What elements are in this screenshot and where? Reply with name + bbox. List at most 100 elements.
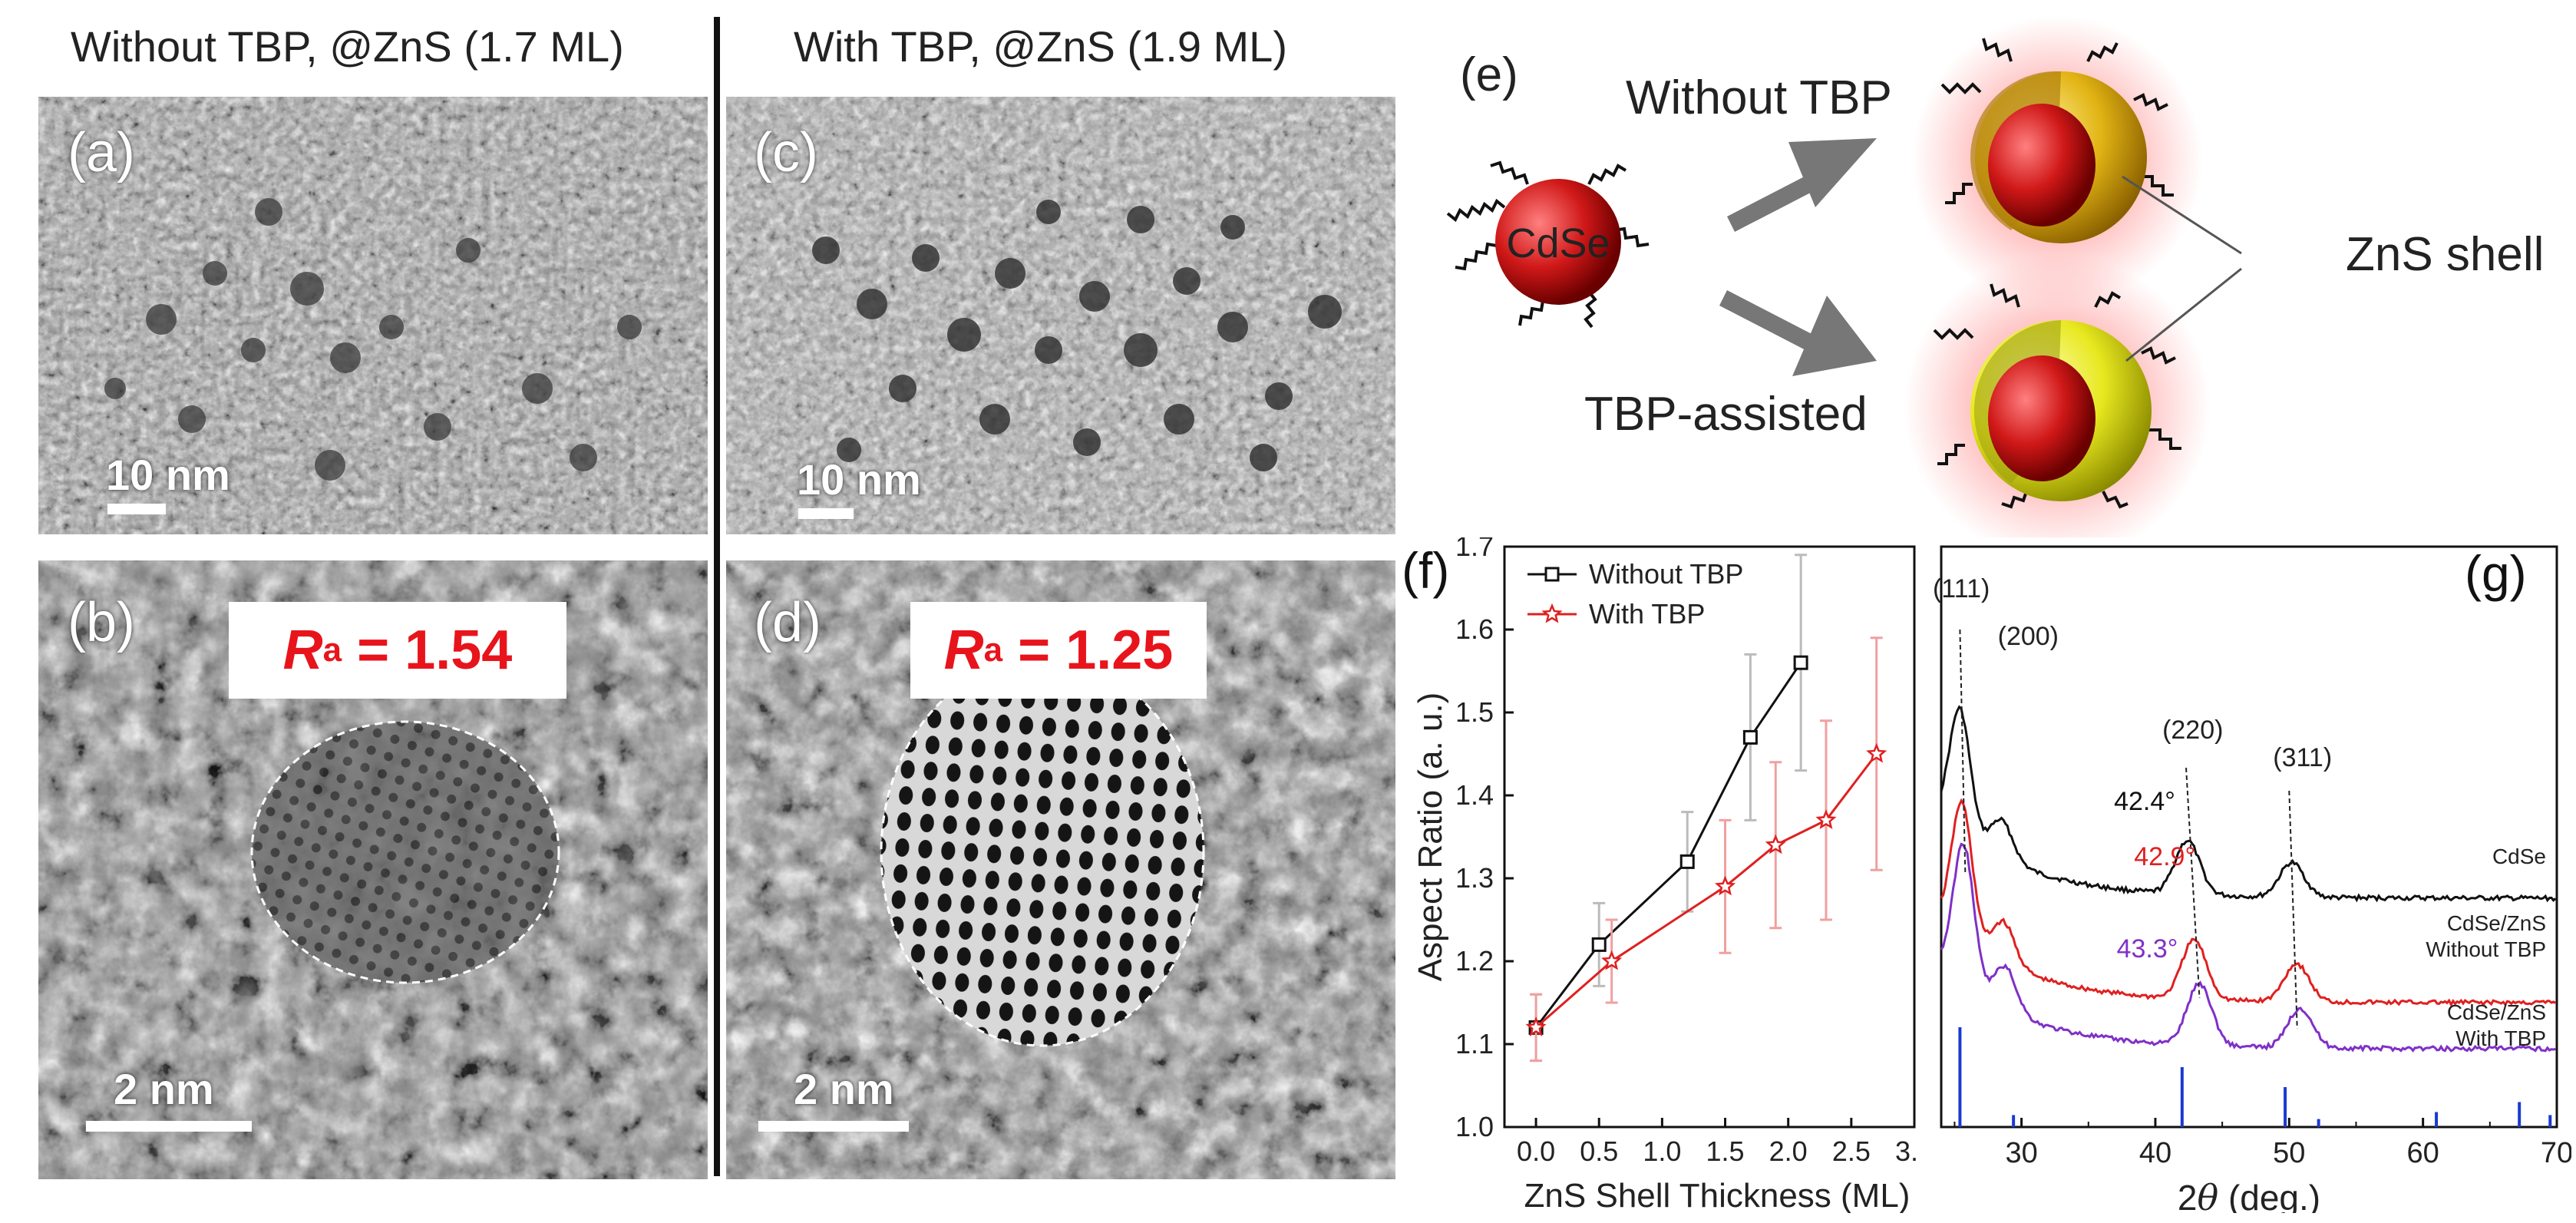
panel-divider — [714, 17, 720, 1176]
ra-symbol-d: R — [943, 620, 984, 681]
arrow-bottom-label: TBP-assisted — [1584, 388, 1868, 441]
scale-label-d: 2 nm — [794, 1065, 894, 1113]
data-point-f — [1525, 1016, 1547, 1036]
ra-subscript-d: a — [983, 631, 1003, 669]
x-tick-label-f: 3.0 — [1895, 1135, 1919, 1167]
guide-line-111-g — [1959, 629, 1967, 876]
trace-label-with-2: With TBP — [2455, 1026, 2546, 1050]
peak-position-g: 42.4° — [2114, 787, 2175, 816]
data-point-f — [1793, 655, 1808, 670]
trace-label-without-2: Without TBP — [2426, 937, 2546, 961]
peak-label-g: (311) — [2273, 743, 2332, 772]
data-point-f — [1679, 854, 1695, 869]
schematic-e: CdSe (e) Without TBP TBP-assisted — [1446, 15, 2544, 537]
panel-label-e: (e) — [1460, 48, 1518, 101]
guide-line-311-g — [2288, 790, 2298, 1030]
panel-label-b: (b) — [68, 592, 135, 653]
peak-label-g: (220) — [2162, 716, 2223, 745]
legend-label-f: With TBP — [1589, 598, 1705, 630]
y-tick-label-f: 1.2 — [1455, 945, 1494, 977]
peak-position-g: 43.3° — [2117, 934, 2178, 964]
chart-f: (f) 0.0 0.5 1.0 1.5 2.0 2.5 3.0 1.0 1.1 1.2 1.3 1.4… — [1402, 537, 1919, 1213]
xrd-trace-g — [1940, 705, 2557, 903]
core-label: CdSe — [1506, 220, 1610, 266]
scale-bar-a — [107, 504, 166, 514]
y-tick-label-f: 1.7 — [1455, 537, 1494, 562]
guide-line-220-g — [2185, 767, 2201, 999]
arrow-tbp-assisted — [1719, 290, 1877, 376]
x-tick-label-f: 1.5 — [1706, 1135, 1745, 1167]
x-tick-label-f: 0.5 — [1580, 1135, 1618, 1167]
legend-label-f: Without TBP — [1589, 558, 1743, 590]
xrd-trace-g — [1940, 842, 2556, 1053]
x-axis-title-f: ZnS Shell Thickness (ML) — [1524, 1177, 1911, 1213]
panel-label-a: (a) — [68, 122, 135, 183]
ra-subscript-b: a — [322, 631, 342, 669]
x-tick-label-f: 2.0 — [1769, 1135, 1808, 1167]
peak-label-g: (200) — [1998, 622, 2059, 651]
chart-g: (g) 30 40 50 60 70 2θ (deg.) (111) (200) (220) (31… — [1933, 545, 2571, 1213]
particle-with-tbp — [1904, 253, 2211, 537]
x-axis-title-unit-g: (deg.) — [2218, 1178, 2320, 1213]
x-tick-label-g: 50 — [2273, 1137, 2305, 1169]
data-point-f — [1591, 937, 1607, 952]
cdse-core-particle: CdSe — [1446, 160, 1650, 329]
data-point-f — [1742, 729, 1758, 745]
plot-frame-g — [1940, 545, 2558, 1129]
plot-frame-f — [1503, 545, 1916, 1129]
particle-without-tbp — [1911, 15, 2203, 307]
peak-position-g: 42.9° — [2134, 842, 2195, 871]
x-tick-label-g: 40 — [2139, 1137, 2171, 1169]
header-without-tbp: Without TBP, @ZnS (1.7 ML) — [71, 22, 624, 71]
trace-label-without-1: CdSe/ZnS — [2447, 911, 2546, 935]
ra-value-d: = 1.25 — [1018, 620, 1174, 681]
scale-label-c: 10 nm — [797, 455, 921, 504]
trace-label-cdse: CdSe — [2492, 845, 2546, 868]
y-tick-label-f: 1.6 — [1455, 613, 1494, 645]
peak-label-g: (111) — [1933, 574, 1990, 603]
x-tick-label-g: 30 — [2005, 1137, 2037, 1169]
y-tick-label-f: 1.5 — [1455, 696, 1494, 728]
x-axis-title-theta-g: θ — [2197, 1177, 2218, 1213]
scale-bar-c — [798, 508, 854, 519]
panel-label-f: (f) — [1402, 542, 1449, 599]
x-tick-label-f: 0.0 — [1517, 1135, 1555, 1167]
data-point-f — [1815, 809, 1837, 829]
x-tick-label-g: 70 — [2541, 1137, 2571, 1169]
arrow-top-label: Without TBP — [1626, 71, 1892, 124]
panel-label-c: (c) — [754, 122, 818, 183]
series-line-f — [1535, 753, 1878, 1029]
ra-value-b: = 1.54 — [357, 620, 513, 681]
tem-image-a: (a) 10 nm — [38, 97, 708, 534]
y-tick-label-f: 1.4 — [1455, 779, 1494, 811]
trace-label-with-1: CdSe/ZnS — [2447, 1000, 2546, 1024]
ra-symbol-b: R — [282, 620, 323, 681]
y-tick-label-f: 1.1 — [1455, 1028, 1494, 1059]
data-point-f — [1715, 875, 1736, 896]
y-tick-label-f: 1.3 — [1455, 862, 1494, 894]
data-point-f — [1866, 742, 1887, 763]
x-axis-title-g: 2θ (deg.) — [2178, 1177, 2320, 1213]
scale-bar-b — [86, 1121, 252, 1132]
data-point-f — [1765, 834, 1786, 854]
xrd-trace-g — [1940, 798, 2556, 1007]
shell-label: ZnS shell — [2346, 228, 2544, 281]
legend-marker-f — [1544, 567, 1560, 582]
data-point-f — [1601, 950, 1623, 970]
panel-label-d: (d) — [754, 592, 821, 653]
scale-label-b: 2 nm — [114, 1065, 214, 1113]
panel-label-g: (g) — [2465, 545, 2527, 602]
y-axis-title-f: Aspect Ratio (a. u.) — [1412, 692, 1449, 982]
x-tick-label-f: 1.0 — [1643, 1135, 1681, 1167]
arrow-without-tbp — [1727, 138, 1877, 232]
series-line-f — [1534, 662, 1802, 1029]
x-tick-label-f: 2.5 — [1832, 1135, 1871, 1167]
tem-image-c: (c) 10 nm — [726, 97, 1395, 534]
scale-bar-d — [758, 1121, 909, 1132]
scale-label-a: 10 nm — [106, 451, 230, 499]
header-with-tbp: With TBP, @ZnS (1.9 ML) — [794, 22, 1287, 71]
